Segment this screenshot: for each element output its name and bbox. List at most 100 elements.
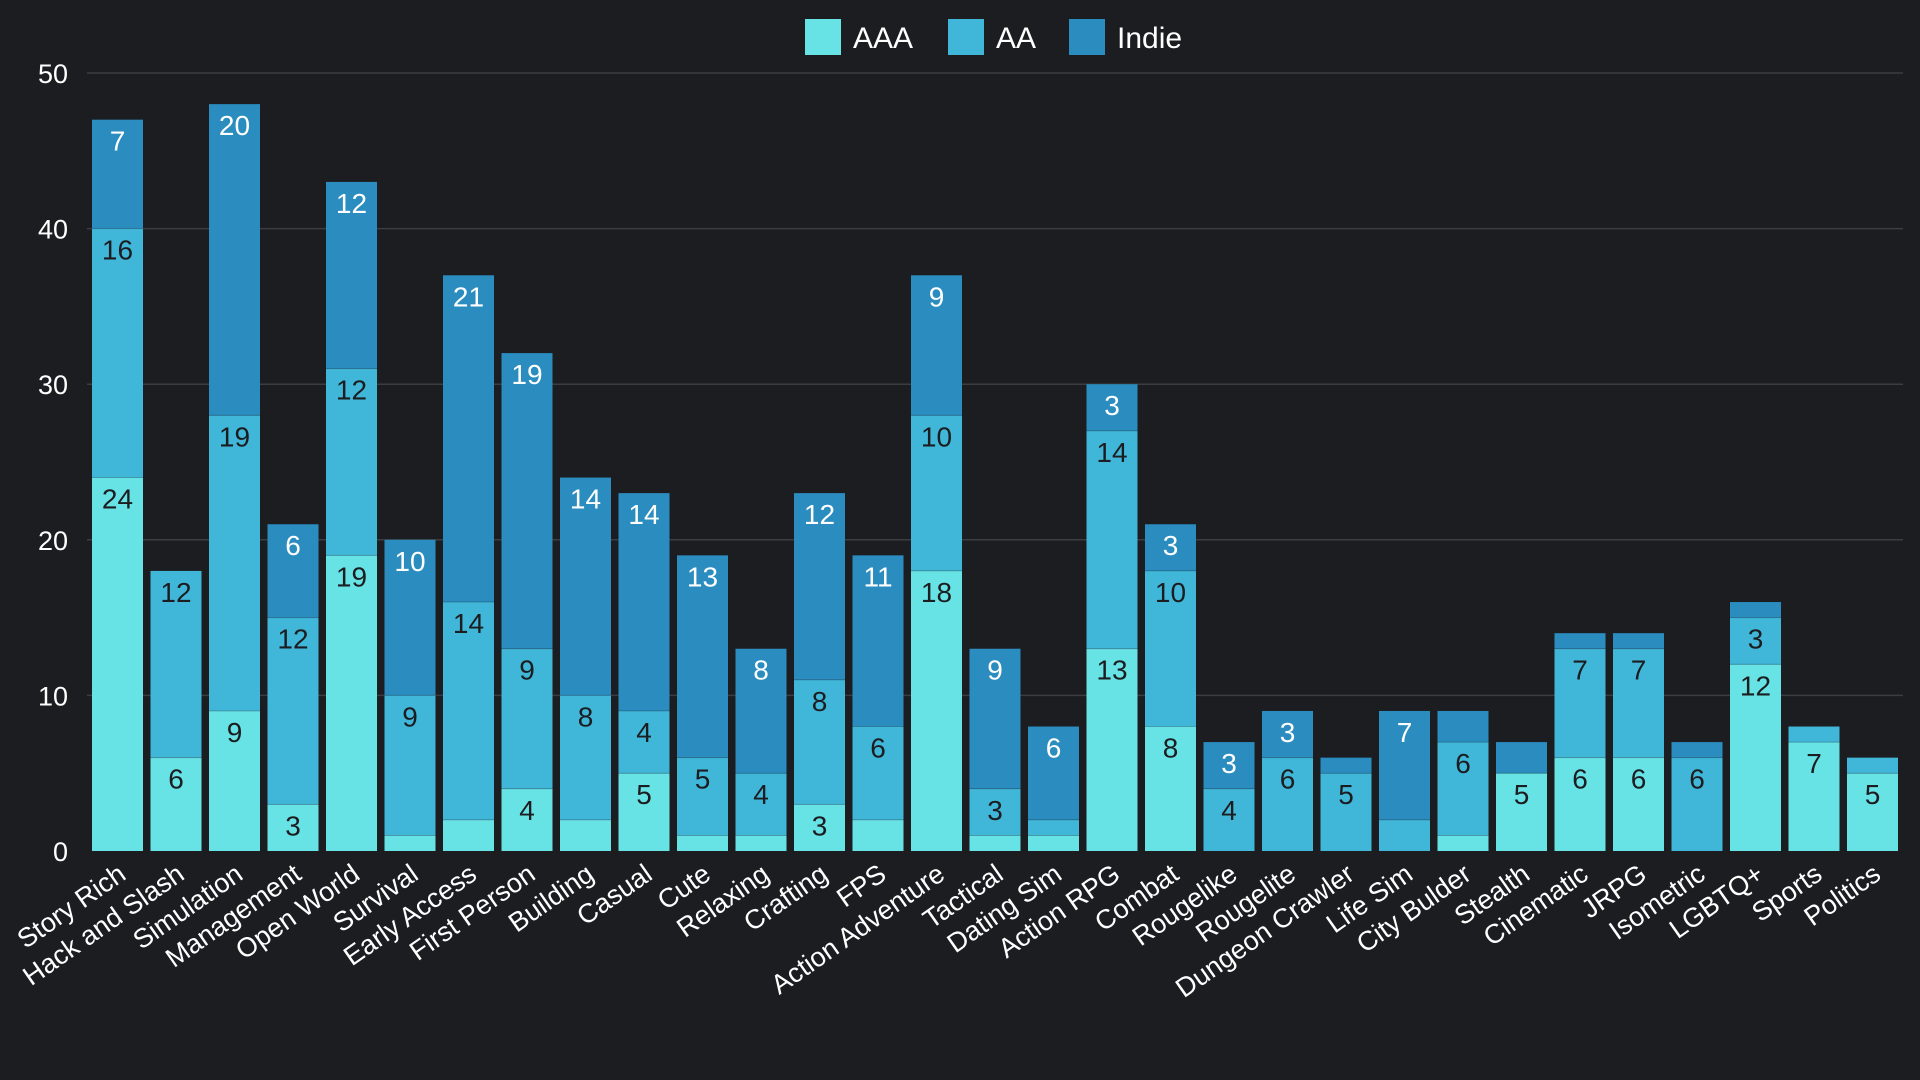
y-tick-label: 10 <box>38 681 68 711</box>
data-label-indie: 3 <box>1221 748 1237 779</box>
data-label-aa: 9 <box>519 655 535 686</box>
bar-indie-crafting <box>794 493 845 680</box>
bar-aaa-open-world <box>326 555 377 851</box>
legend-swatch <box>1069 19 1105 55</box>
data-label-indie: 20 <box>219 110 250 141</box>
bar-aa-story-rich <box>92 228 143 478</box>
bar-aa-hack-and-slash <box>150 570 202 758</box>
data-label-aa: 6 <box>870 733 886 764</box>
data-label-aaa: 5 <box>1865 779 1881 810</box>
bar-indie-isometric <box>1671 742 1723 758</box>
bar-aa-open-world <box>326 368 377 556</box>
bar-indie-survival <box>384 539 436 696</box>
data-label-aa: 8 <box>578 701 594 732</box>
data-label-indie: 3 <box>1163 530 1179 561</box>
data-label-indie: 3 <box>1280 717 1296 748</box>
bar-aa-rougelite <box>1262 757 1313 851</box>
data-label-indie: 10 <box>394 546 425 577</box>
bar-aaa-story-rich <box>92 477 143 851</box>
data-label-indie: 6 <box>1046 733 1062 764</box>
bar-aa-jrpg <box>1613 648 1664 758</box>
data-label-indie: 14 <box>570 484 601 515</box>
bar-aa-survival <box>384 695 436 836</box>
bar-aa-tactical <box>969 788 1021 836</box>
bar-aaa-combat <box>1145 726 1196 851</box>
bar-aa-combat <box>1145 570 1196 727</box>
data-label-aa: 16 <box>102 235 133 266</box>
bar-aaa-fps <box>852 819 904 851</box>
bar-aaa-relaxing <box>735 835 787 851</box>
data-label-indie: 7 <box>110 126 126 157</box>
data-label-aaa: 9 <box>227 717 243 748</box>
bar-indie-dating-sim <box>1028 726 1079 820</box>
data-label-aa: 5 <box>695 764 711 795</box>
data-label-aa: 14 <box>1096 437 1127 468</box>
data-label-indie: 7 <box>1397 717 1413 748</box>
data-label-indie: 12 <box>804 499 835 530</box>
bar-aaa-stealth <box>1496 773 1547 851</box>
bar-indie-simulation <box>209 104 260 416</box>
legend-item-indie[interactable]: Indie <box>1069 19 1182 55</box>
bar-indie-management <box>267 524 319 618</box>
data-label-aa: 6 <box>1280 764 1296 795</box>
bar-aaa-crafting <box>794 804 845 851</box>
bar-indie-action-rpg <box>1086 384 1138 431</box>
bar-indie-relaxing <box>735 648 787 774</box>
bars: 24 16 7 6 12 9 19 20 3 12 6 19 12 12 9 10 14 21 4 9 19 8 14 5 4 1… <box>92 104 1898 851</box>
bar-aaa-jrpg <box>1613 757 1664 851</box>
y-tick-label: 20 <box>38 526 68 556</box>
y-tick-label: 0 <box>53 837 68 867</box>
data-label-indie: 3 <box>1104 390 1120 421</box>
bar-aaa-hack-and-slash <box>150 757 202 851</box>
data-label-aa: 10 <box>1155 577 1186 608</box>
bar-aaa-casual <box>618 773 670 851</box>
data-label-aa: 14 <box>453 608 484 639</box>
data-label-aa: 7 <box>1631 655 1647 686</box>
bar-indie-building <box>560 477 611 696</box>
data-label-indie: 9 <box>987 655 1003 686</box>
bar-aa-cinematic <box>1554 648 1606 758</box>
data-label-aaa: 6 <box>1631 764 1647 795</box>
data-label-indie: 12 <box>336 188 367 219</box>
legend-label: AA <box>996 22 1036 55</box>
bar-aaa-politics <box>1847 773 1898 851</box>
data-label-aa: 4 <box>1221 795 1237 826</box>
data-label-aaa: 19 <box>336 561 367 592</box>
bar-indie-story-rich <box>92 119 143 229</box>
bar-aaa-survival <box>384 835 436 851</box>
data-label-aa: 10 <box>921 421 952 452</box>
bar-aaa-tactical <box>969 835 1021 851</box>
data-label-aaa: 18 <box>921 577 952 608</box>
bar-aaa-management <box>267 804 319 851</box>
legend-swatch <box>948 19 984 55</box>
data-label-aaa: 7 <box>1806 748 1822 779</box>
data-label-aa: 3 <box>1748 624 1764 655</box>
legend-item-aaa[interactable]: AAA <box>805 19 913 55</box>
bar-aaa-action-adventure <box>911 570 962 851</box>
data-label-aaa: 8 <box>1163 733 1179 764</box>
bar-aa-lgbtq <box>1730 617 1781 665</box>
bar-indie-cute <box>677 555 728 758</box>
bar-indie-dungeon-crawler <box>1320 757 1372 774</box>
legend-item-aa[interactable]: AA <box>948 19 1036 55</box>
data-label-aaa: 6 <box>168 764 184 795</box>
data-label-indie: 13 <box>687 561 718 592</box>
data-label-aaa: 12 <box>1740 670 1771 701</box>
bar-aaa-cinematic <box>1554 757 1606 851</box>
bar-indie-lgbtq <box>1730 602 1781 618</box>
bar-aa-city-bulder <box>1437 742 1489 836</box>
bar-indie-stealth <box>1496 742 1547 774</box>
data-label-aaa: 24 <box>102 484 133 515</box>
bar-indie-action-adventure <box>911 275 962 416</box>
bar-indie-jrpg <box>1613 633 1664 649</box>
data-label-aaa: 3 <box>812 810 828 841</box>
bar-aa-cute <box>677 757 728 836</box>
y-tick-label: 30 <box>38 370 68 400</box>
data-label-aa: 8 <box>812 686 828 717</box>
data-label-indie: 11 <box>863 561 892 592</box>
data-label-aa: 4 <box>753 779 769 810</box>
bar-aa-building <box>560 695 611 820</box>
legend: AAA AA Indie <box>805 19 1182 55</box>
data-label-aaa: 5 <box>1514 779 1530 810</box>
y-tick-label: 50 <box>38 59 68 89</box>
